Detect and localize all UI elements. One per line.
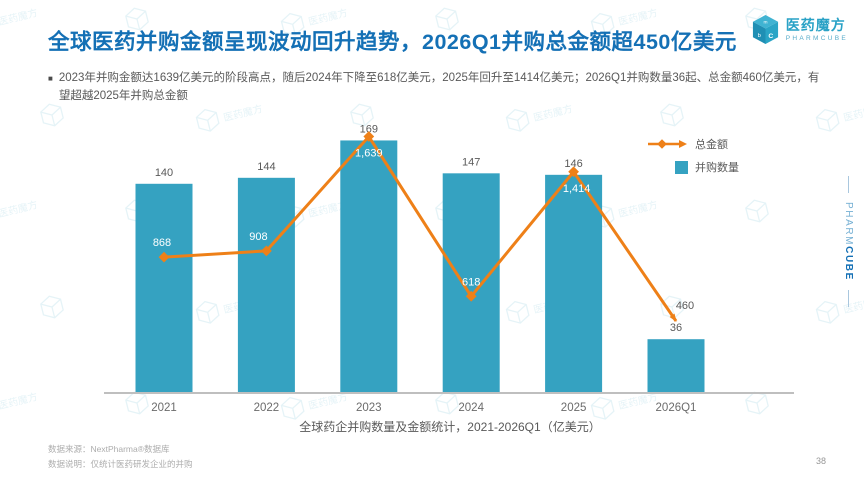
data-scope-note: 数据说明：仅统计医药研发企业的并购 bbox=[48, 459, 193, 470]
bar-value-label: 147 bbox=[462, 156, 480, 168]
bar-value-label: 140 bbox=[155, 167, 173, 179]
svg-text:b: b bbox=[757, 33, 760, 39]
bar-2021 bbox=[135, 183, 193, 393]
key-message: ■ 2023年并购金额达1639亿美元的阶段高点，随后2024年下降至618亿美… bbox=[48, 70, 823, 106]
logo-subtext: PHARMCUBE bbox=[785, 34, 848, 42]
bar-value-label: 146 bbox=[564, 158, 582, 170]
x-axis-label: 2022 bbox=[254, 402, 280, 414]
total-amount-line bbox=[163, 134, 678, 322]
line-series-legend-icon bbox=[648, 139, 687, 149]
bar-2026Q1 bbox=[647, 339, 705, 393]
bar-2023 bbox=[340, 140, 398, 393]
logo-name: 医药魔方 bbox=[785, 16, 846, 33]
key-message-text: 2023年并购金额达1639亿美元的阶段高点，随后2024年下降至618亿美元，… bbox=[58, 72, 820, 102]
brand-watermark: 医药魔方 bbox=[813, 286, 864, 328]
combo-chart: 140 144 169 147 146 36 2021 2022 2023 2024 2025 202… bbox=[104, 123, 794, 414]
brand-watermark: 医药魔方 bbox=[0, 391, 39, 412]
chart-legend: 总金额 并购数量 bbox=[648, 136, 739, 175]
bar-value-label: 169 bbox=[360, 123, 378, 135]
x-axis-label: 2025 bbox=[561, 402, 587, 414]
data-source-note: 数据来源：NextPharma®数据库 bbox=[48, 444, 170, 454]
bar-2024 bbox=[442, 173, 500, 393]
chart-caption: 全球药企并购数量及金额统计，2021-2026Q1（亿美元） bbox=[299, 420, 601, 434]
svg-text:m: m bbox=[763, 21, 767, 26]
line-value-label: 1,639 bbox=[355, 148, 383, 160]
side-brand-text: PHARMCUBE bbox=[843, 202, 854, 281]
x-axis-label: 2023 bbox=[356, 402, 382, 414]
bar-series-legend-icon bbox=[675, 160, 688, 174]
line-value-label: 1,414 bbox=[563, 183, 591, 195]
legend-item-total-amount: 总金额 bbox=[648, 136, 739, 152]
legend-item-deal-count: 并购数量 bbox=[648, 159, 739, 175]
bar-2022 bbox=[237, 177, 295, 393]
page-title: 全球医药并购金额呈现波动回升趋势，2026Q1并购总金额超450亿美元 bbox=[48, 30, 737, 54]
bar-value-label: 144 bbox=[257, 161, 275, 173]
page-number: 38 bbox=[816, 456, 827, 466]
brand-watermark bbox=[37, 291, 67, 322]
brand-watermark: 医药魔方 bbox=[0, 199, 39, 220]
line-point-marker bbox=[568, 166, 579, 178]
brand-watermark: 医药魔方 bbox=[0, 7, 39, 28]
side-brand: PHARMCUBE bbox=[840, 176, 856, 307]
footer-notes: 数据来源：NextPharma®数据库 数据说明：仅统计医药研发企业的并购 bbox=[48, 442, 193, 473]
bullet-square-icon: ■ bbox=[48, 74, 53, 83]
side-rule-bottom bbox=[847, 289, 849, 307]
line-value-label: 868 bbox=[153, 237, 171, 249]
x-axis-label: 2021 bbox=[151, 402, 177, 414]
line-value-label: 908 bbox=[249, 231, 267, 243]
line-value-label: 460 bbox=[676, 300, 694, 312]
pharmcube-logo: C b m 医药魔方 PHARMCUBE bbox=[751, 14, 848, 45]
side-rule-top bbox=[847, 176, 849, 193]
svg-text:C: C bbox=[768, 33, 773, 40]
pharmcube-logo-cube-icon: C b m bbox=[752, 15, 778, 44]
legend-label-total-amount: 总金额 bbox=[695, 139, 728, 151]
bar-2025 bbox=[545, 174, 603, 393]
x-axis-label: 2024 bbox=[458, 402, 484, 414]
legend-label-deal-count: 并购数量 bbox=[695, 162, 739, 174]
line-value-label: 618 bbox=[462, 276, 480, 288]
x-axis-label: 2026Q1 bbox=[656, 402, 697, 414]
bar-value-label: 36 bbox=[670, 322, 682, 334]
